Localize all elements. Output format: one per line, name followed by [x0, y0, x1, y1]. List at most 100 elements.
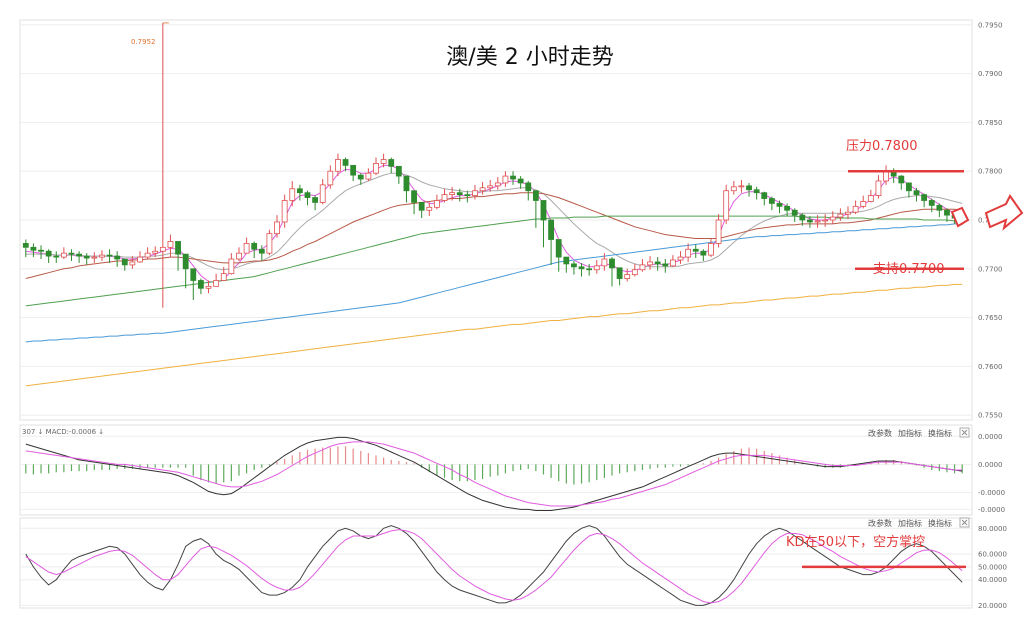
candle-body: [175, 241, 181, 255]
candle-body: [335, 159, 341, 172]
candle-body: [373, 163, 379, 174]
kd-lines: [25, 525, 966, 606]
candle-body: [525, 182, 532, 192]
candle-body: [647, 261, 653, 266]
candle-body: [791, 209, 798, 216]
candle-body: [571, 263, 577, 268]
kd-edit-params-button[interactable]: 改参数: [868, 518, 892, 528]
ma-green-line: [25, 215, 963, 307]
candle-body: [99, 254, 105, 258]
candle-body: [53, 255, 60, 258]
kd-panel: 80.0000 60.0000 50.0000 40.0000 20.0000 改参数 …: [19, 517, 1007, 610]
candle-body: [601, 258, 608, 267]
kd-close-icon[interactable]: [959, 517, 970, 528]
candle-body: [472, 190, 478, 197]
moving-average-lines: [25, 164, 963, 387]
candle-body: [213, 280, 220, 287]
candle-body: [867, 195, 874, 202]
kd-tick-label: 20.0000: [978, 602, 1007, 610]
ma-orange-line: [25, 283, 963, 387]
candle-body: [289, 188, 296, 201]
candle-body: [190, 268, 197, 281]
candle-body: [677, 256, 684, 261]
macd-lines: [25, 436, 963, 511]
candle-body: [921, 194, 928, 201]
candle-body: [898, 175, 905, 184]
kd-tick-label: 50.0000: [978, 563, 1007, 571]
candle-body: [296, 188, 303, 194]
candle-body: [251, 243, 258, 250]
candle-body: [342, 159, 349, 166]
candle-body: [205, 285, 212, 289]
candle-body: [365, 172, 372, 180]
price-tick-label: 0.7700: [978, 265, 1003, 273]
macd-close-icon[interactable]: [959, 427, 970, 438]
macd-dif-line: [25, 436, 963, 511]
kd-tick-label: 80.0000: [978, 525, 1007, 533]
candle-body: [30, 246, 37, 251]
candle-body: [403, 175, 410, 192]
candle-body: [662, 263, 669, 267]
resistance-label: 压力0.7800: [846, 139, 918, 154]
price-panel: 0.79500.79000.78500.78000.77500.77000.76…: [19, 19, 1024, 421]
macd-tick-label: -0.0000: [978, 489, 1005, 497]
kd-add-indicator-button[interactable]: 加指标: [898, 518, 922, 528]
candle-body: [913, 190, 920, 196]
macd-panel-frame: [19, 424, 973, 516]
candle-body: [274, 221, 280, 235]
kd-tick-label: 60.0000: [978, 551, 1007, 559]
candle-body: [167, 241, 174, 248]
candle-body: [654, 261, 661, 265]
candle-body: [814, 220, 821, 223]
candle-body: [845, 211, 851, 215]
kd-switch-indicator-button[interactable]: 换指标: [928, 518, 952, 528]
candle-body: [639, 264, 646, 271]
candle-body: [319, 184, 326, 203]
candle-body: [45, 250, 52, 257]
candle-body: [312, 197, 318, 203]
macd-switch-indicator-button[interactable]: 换指标: [928, 428, 952, 438]
candle-body: [121, 258, 128, 266]
candle-body: [738, 185, 745, 188]
candle-body: [807, 219, 813, 223]
candle-body: [494, 182, 501, 187]
macd-add-indicator-button[interactable]: 加指标: [898, 428, 922, 438]
kd-controls: 改参数 加指标 换指标: [868, 517, 970, 528]
ma-blue-line: [25, 223, 963, 343]
candle-body: [631, 269, 638, 276]
candle-body: [327, 170, 334, 186]
kd-k-line: [25, 525, 963, 606]
price-tick-label: 0.7850: [978, 119, 1003, 127]
candle-body: [517, 178, 524, 184]
candle-body: [83, 255, 90, 259]
candle-body: [685, 248, 692, 258]
candle-body: [822, 219, 829, 222]
macd-histogram: [25, 446, 963, 485]
candle-body: [60, 252, 67, 258]
candle-body: [502, 175, 509, 184]
candle-body: [586, 268, 593, 271]
price-tick-label: 0.7600: [978, 363, 1003, 371]
candle-body: [220, 273, 227, 281]
macd-header: 307 ↓ MACD:-0.0006 ↓: [22, 428, 104, 436]
candle-body: [350, 164, 357, 176]
candlesticks: [22, 22, 966, 308]
candle-body: [936, 204, 943, 211]
candle-body: [906, 182, 912, 192]
candle-body: [198, 280, 204, 289]
ma-brown-line: [25, 192, 963, 279]
candle-body: [456, 192, 463, 196]
candle-body: [761, 192, 768, 199]
candle-body: [281, 200, 288, 223]
candle-body: [411, 190, 417, 203]
candle-body: [380, 159, 387, 164]
candle-body: [723, 190, 730, 221]
candle-body: [555, 239, 562, 258]
macd-edit-params-button[interactable]: 改参数: [868, 428, 892, 438]
candle-body: [152, 250, 159, 254]
candle-body: [106, 254, 113, 257]
candle-body: [129, 261, 136, 266]
candle-body: [159, 246, 166, 252]
candle-body: [243, 243, 250, 254]
